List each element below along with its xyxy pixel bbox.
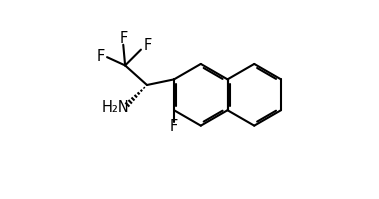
Text: F: F — [119, 31, 128, 46]
Text: F: F — [143, 38, 152, 53]
Text: F: F — [170, 119, 178, 134]
Text: H₂N: H₂N — [102, 100, 129, 115]
Text: F: F — [96, 49, 104, 64]
